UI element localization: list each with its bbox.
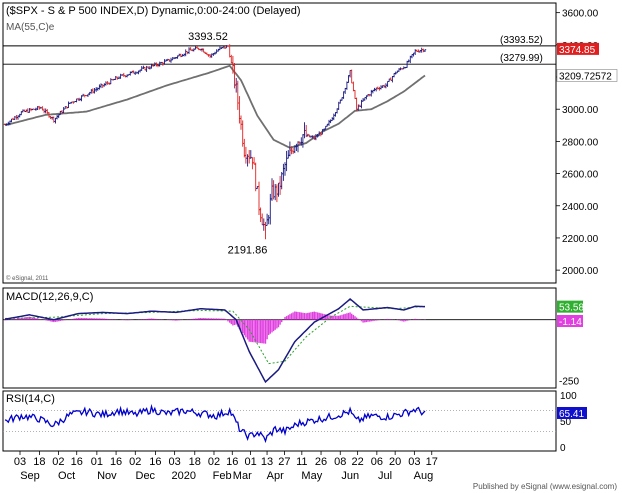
hist-value-badge xyxy=(557,314,583,327)
rsi-tick-label: 0 xyxy=(560,443,566,454)
price-tick-label: 2000.00 xyxy=(562,266,599,277)
macd-value-badge xyxy=(557,300,583,313)
x-day-label: 16 xyxy=(149,456,161,468)
ma-55-line xyxy=(4,64,426,149)
x-day-label: 06 xyxy=(371,456,383,468)
x-day-label: 16 xyxy=(110,456,122,468)
x-day-label: 01 xyxy=(244,456,256,468)
candles xyxy=(3,44,427,240)
price-tick-label: 2400.00 xyxy=(562,202,599,213)
price-tick-label: 2800.00 xyxy=(562,137,599,148)
watermark: © eSignal, 2011 xyxy=(6,275,49,282)
macd-line xyxy=(4,298,425,384)
x-month-label: Feb xyxy=(213,470,232,482)
rsi-guides xyxy=(3,410,556,432)
x-day-label: 02 xyxy=(129,456,141,468)
high-annotation: 3393.52 xyxy=(188,31,228,43)
price-tick-label: 3000.00 xyxy=(562,105,599,116)
price-panel: ($SPX - S & P 500 INDEX,D) Dynamic,0:00-… xyxy=(2,2,557,284)
price-tick-label: 2600.00 xyxy=(562,170,599,181)
x-day-label: 08 xyxy=(334,456,346,468)
x-month-label: Dec xyxy=(136,470,156,482)
x-month-label: Aug xyxy=(414,470,434,482)
support-label: (3279.99) xyxy=(500,53,543,64)
x-day-label: 16 xyxy=(226,456,238,468)
rsi-label: RSI(14,C) xyxy=(6,393,55,405)
x-day-label: 01 xyxy=(91,456,103,468)
x-day-label: 17 xyxy=(426,456,438,468)
price-lines xyxy=(3,45,556,65)
rsi-panel: RSI(14,C) 100 50 0 65.41 xyxy=(2,390,587,454)
hist-value: -1.14 xyxy=(559,317,582,328)
resistance-label: (3393.52) xyxy=(500,35,543,46)
low-annotation: 2191.86 xyxy=(228,244,268,256)
x-month-label: Oct xyxy=(58,470,75,482)
macd-panel-frame xyxy=(2,287,557,389)
x-month-label: Sep xyxy=(20,470,40,482)
rsi-line xyxy=(4,403,426,444)
x-day-label: 22 xyxy=(352,456,364,468)
last-price-badge xyxy=(557,42,599,55)
x-day-label: 03 xyxy=(408,456,420,468)
x-day-label: 02 xyxy=(52,456,64,468)
rsi-axis: 100 50 0 xyxy=(560,391,577,454)
price-tick-label: 3600.00 xyxy=(562,9,599,20)
rsi-value-badge xyxy=(557,406,587,419)
macd-line-group xyxy=(4,298,425,384)
last-price-value: 3374.85 xyxy=(559,45,596,56)
x-day-label: 26 xyxy=(315,456,327,468)
x-axis: 03 18 02 16 01 16 02 16 03 18 02 16 01 13 27 11 26 08 22 06… xyxy=(14,451,438,482)
rsi-line-group xyxy=(4,403,426,444)
x-month-label: Jun xyxy=(341,470,359,482)
x-day-label: 03 xyxy=(14,456,26,468)
x-month-label: Mar xyxy=(233,470,252,482)
x-day-label: 16 xyxy=(71,456,83,468)
x-day-label: 18 xyxy=(189,456,201,468)
price-axis-badges: 3374.85 3209.72572 xyxy=(556,42,618,82)
x-month-label: May xyxy=(301,470,322,482)
x-month-label: 2020 xyxy=(171,470,195,482)
x-month-label: Jul xyxy=(378,470,392,482)
footer-credit: Published by eSignal (www.esignal.com) xyxy=(473,482,617,491)
macd-value: 53.58 xyxy=(559,303,584,314)
rsi-tick-label: 100 xyxy=(560,391,577,402)
chart-title: ($SPX - S & P 500 INDEX,D) Dynamic,0:00-… xyxy=(6,5,300,17)
rsi-tick-label: 50 xyxy=(560,417,572,428)
x-month-label: Apr xyxy=(267,470,284,482)
ma-label: MA(55,C)e xyxy=(6,22,55,33)
ma-value-badge xyxy=(556,69,618,82)
price-tick-label: 2200.00 xyxy=(562,234,599,245)
macd-panel: MACD(12,26,9,C) 53.58 -1.14 -250 xyxy=(2,287,584,389)
rsi-value: 65.41 xyxy=(559,409,584,420)
rsi-panel-frame xyxy=(2,390,557,452)
x-month-label: Nov xyxy=(97,470,117,482)
macd-axis-label: -250 xyxy=(559,377,579,388)
x-day-label: 13 xyxy=(261,456,273,468)
ma-value: 3209.72572 xyxy=(559,71,612,82)
x-day-label: 27 xyxy=(278,456,290,468)
x-day-label: 11 xyxy=(296,456,307,468)
x-day-label: 18 xyxy=(33,456,45,468)
macd-label: MACD(12,26,9,C) xyxy=(6,291,93,303)
x-day-label: 20 xyxy=(389,456,401,468)
ma-line-group xyxy=(4,64,426,149)
macd-histogram xyxy=(4,311,426,344)
x-day-label: 02 xyxy=(208,456,220,468)
x-day-label: 03 xyxy=(169,456,181,468)
